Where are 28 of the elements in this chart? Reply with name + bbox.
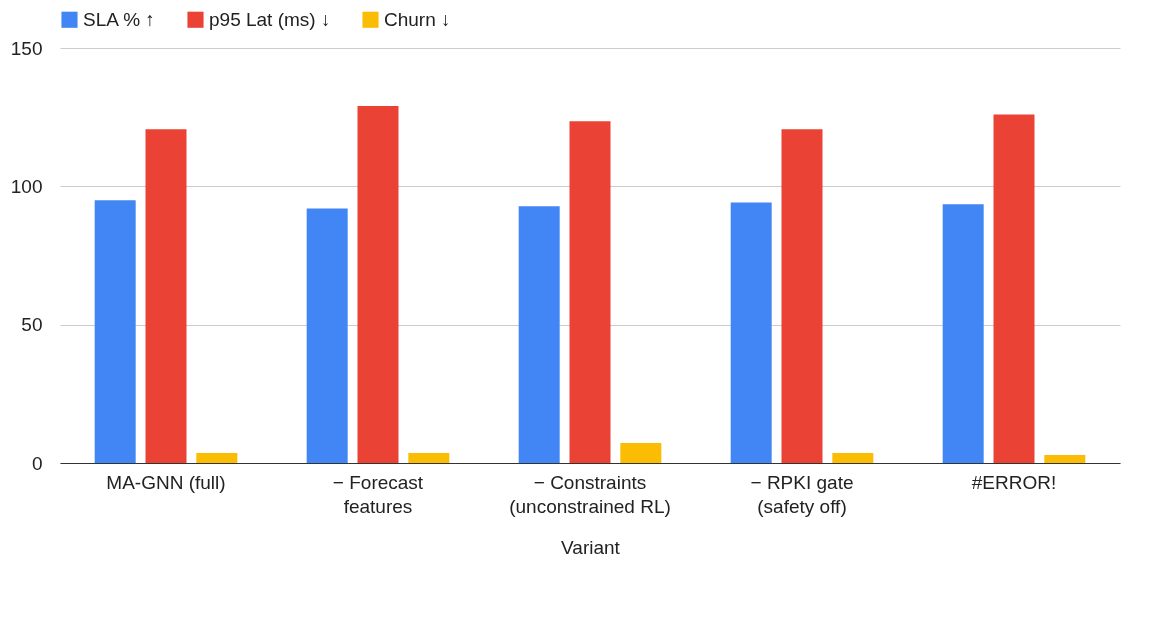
x-tick-label: − Forecast features — [332, 471, 424, 517]
legend-label: p95 Lat (ms) ↓ — [209, 8, 331, 30]
x-tick-label: − Constraints (unconstrained RL) — [509, 471, 671, 517]
bar — [518, 206, 560, 463]
bar — [145, 129, 187, 463]
bar — [730, 202, 772, 463]
x-tick-label: #ERROR! — [971, 471, 1057, 493]
y-tick-label: 150 — [10, 37, 43, 59]
bar — [569, 121, 611, 463]
y-tick-label: 0 — [31, 452, 43, 474]
bar — [1044, 454, 1086, 463]
x-axis-title: Variant — [561, 536, 621, 558]
bar — [357, 106, 399, 463]
y-tick-label: 50 — [21, 314, 43, 336]
bar — [993, 114, 1035, 463]
bar — [196, 453, 238, 463]
bar — [942, 204, 984, 463]
bar — [408, 453, 450, 463]
bar — [94, 200, 136, 463]
legend-label: SLA % ↑ — [83, 8, 155, 30]
legend-label: Churn ↓ — [384, 8, 451, 30]
bar — [781, 129, 823, 463]
y-tick-label: 100 — [10, 175, 43, 197]
x-tick-label: − RPKI gate (safety off) — [750, 471, 854, 517]
bar — [620, 443, 662, 463]
bar — [832, 453, 874, 463]
x-tick-label: MA-GNN (full) — [106, 471, 226, 493]
bar — [306, 208, 348, 463]
